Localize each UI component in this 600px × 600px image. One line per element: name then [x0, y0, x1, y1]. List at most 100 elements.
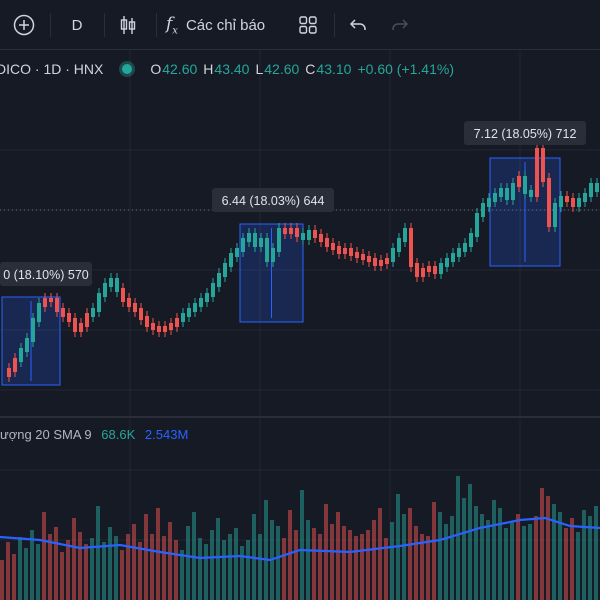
volume-bar [420, 534, 424, 600]
volume-bar [126, 534, 130, 600]
volume-bar [480, 514, 484, 600]
volume-bar [204, 544, 208, 600]
candle [91, 308, 95, 317]
chart-grid [0, 50, 600, 600]
volume-bar [36, 544, 40, 600]
candle [61, 308, 65, 317]
volume-bar [588, 516, 592, 600]
volume-bar [18, 537, 22, 600]
redo-icon[interactable] [386, 9, 414, 41]
volume-legend-title[interactable]: ượng 20 SMA 9 [0, 427, 92, 442]
volume-bar [462, 498, 466, 600]
candle [307, 230, 311, 240]
volume-bar [294, 530, 298, 600]
candle [25, 338, 29, 352]
range-label: 6.44 (18.03%) 644 [222, 194, 325, 208]
candle [469, 233, 473, 247]
candle [565, 196, 569, 202]
candle [235, 248, 239, 257]
candle [295, 228, 299, 237]
candle [397, 238, 401, 252]
chart-toolbar: D fx Các chỉ báo [0, 0, 600, 50]
volume-bar [234, 528, 238, 600]
price-chart[interactable]: 0 (18.10%) 570 6.44 (18.03%) 644 7.12 (18.… [0, 50, 600, 600]
candle [85, 313, 89, 327]
candle [325, 238, 329, 247]
volume-bar [336, 512, 340, 600]
volume-bar [414, 526, 418, 600]
candle [553, 203, 557, 227]
candle [403, 228, 407, 242]
candles-icon[interactable] [114, 9, 142, 41]
candle [331, 243, 335, 250]
candle [199, 298, 203, 307]
toolbar-separator [104, 13, 105, 37]
toolbar-separator [334, 13, 335, 37]
volume-bar [456, 476, 460, 600]
interval-button[interactable]: D [71, 16, 83, 34]
volume-legend: ượng 20 SMA 9 68.6K 2.543M [0, 427, 188, 442]
volume-bar [360, 534, 364, 600]
volume-bar [240, 546, 244, 600]
volume-value: 68.6K [101, 427, 136, 442]
candle [445, 258, 449, 267]
candle [13, 358, 17, 372]
volume-bar [306, 520, 310, 600]
volume-bar [390, 522, 394, 600]
volume-bar [576, 532, 580, 600]
candle [595, 183, 599, 192]
volume-bar [222, 540, 226, 600]
volume-bar [162, 536, 166, 600]
volume-bar [594, 506, 598, 600]
volume-bar [378, 508, 382, 600]
candle [133, 303, 137, 312]
volume-bar [60, 552, 64, 600]
indicators-button[interactable]: fx Các chỉ báo [166, 9, 286, 41]
candle [49, 298, 53, 302]
low-key: L [255, 61, 264, 77]
symbol-title[interactable]: DICO · 1D · HNX [0, 61, 104, 77]
volume-bar [48, 534, 52, 600]
candle [19, 348, 23, 362]
candle [289, 228, 293, 234]
candle [529, 190, 533, 197]
volume-bar [150, 534, 154, 600]
candle [229, 253, 233, 267]
candle [151, 323, 155, 330]
volume-bar [216, 518, 220, 600]
candle [379, 260, 383, 266]
volume-bar [348, 530, 352, 600]
volume-bar [540, 488, 544, 600]
volume-bar [114, 536, 118, 600]
candle [43, 298, 47, 307]
layouts-icon[interactable] [294, 9, 322, 41]
candle [181, 313, 185, 322]
range-labels: 0 (18.10%) 570 6.44 (18.03%) 644 7.12 (18.… [0, 121, 586, 286]
open-value: 42.60 [162, 61, 198, 77]
volume-bar [12, 554, 16, 600]
add-symbol-icon[interactable] [10, 9, 38, 41]
volume-bar [108, 527, 112, 600]
undo-icon[interactable] [344, 9, 372, 41]
volume-bar [426, 536, 430, 600]
candle [265, 238, 269, 262]
volume-bar [54, 527, 58, 600]
volume-bar [492, 500, 496, 600]
candle [163, 326, 167, 332]
candle [217, 273, 221, 287]
candle [355, 252, 359, 258]
range-label: 7.12 (18.05%) 712 [474, 127, 577, 141]
change-value: +0.60 (+1.41%) [357, 61, 454, 77]
volume-bar [120, 550, 124, 600]
volume-bar [570, 518, 574, 600]
volume-bar [264, 500, 268, 600]
candle [55, 298, 59, 312]
volume-bar [372, 520, 376, 600]
candle [259, 238, 263, 247]
candle [487, 198, 491, 207]
volume-bar [528, 524, 532, 600]
volume-bar [96, 506, 100, 600]
candle [211, 283, 215, 297]
candle [559, 196, 563, 207]
volume-bar [228, 534, 232, 600]
